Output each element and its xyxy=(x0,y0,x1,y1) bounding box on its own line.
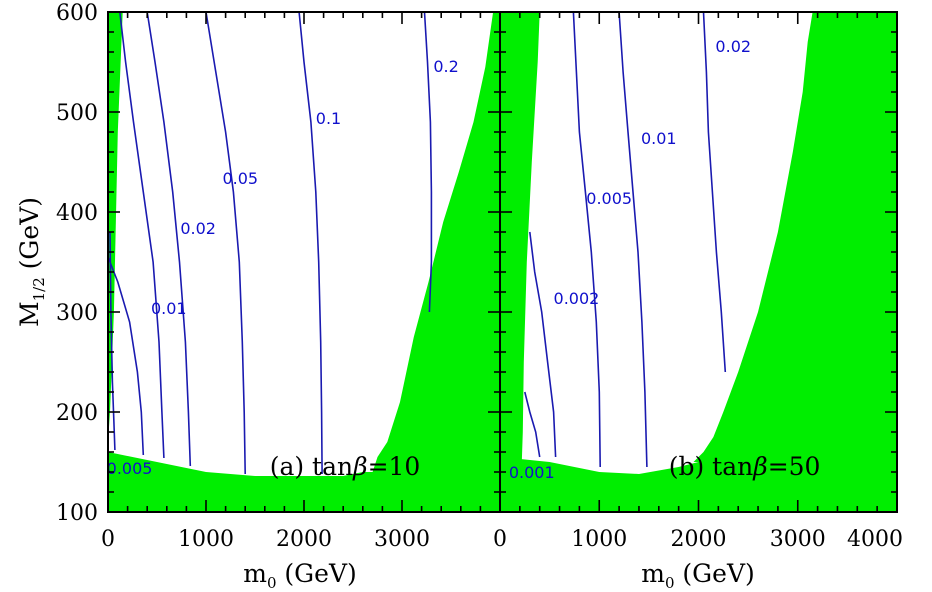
y-tick-label: 100 xyxy=(56,501,98,526)
panel-b: 0.001 0.002 0.005 0.01 0.02 (b) tanβ=50 xyxy=(499,11,898,513)
excluded-region-high-m0-wedge xyxy=(372,12,500,472)
contour-label-0.001: 0.001 xyxy=(509,463,555,482)
y-tick-label: 300 xyxy=(56,301,98,326)
excluded-region-bottom-band xyxy=(108,452,500,512)
y-tick-label: 400 xyxy=(56,201,98,226)
x-tick-labels-a: 0 1000 2000 3000 xyxy=(101,527,430,552)
x-tick-label: 2000 xyxy=(671,527,727,552)
contour-line-0.01 xyxy=(618,12,648,468)
panel-b-label: (b) tanβ=50 xyxy=(669,452,821,481)
contour-line-0.01 xyxy=(108,256,145,456)
x-tick-label: 1000 xyxy=(178,527,234,552)
x-tick-label: 0 xyxy=(493,527,507,552)
panel-a-label: (a) tanβ=10 xyxy=(270,452,421,481)
contour-line-0.02 xyxy=(702,12,727,373)
y-axis-title: M1/2 (GeV) xyxy=(15,197,48,327)
contour-line-0.005 xyxy=(109,231,116,451)
contour-label-0.01: 0.01 xyxy=(151,299,187,318)
contour-label-0.1: 0.1 xyxy=(316,109,341,128)
contour-line-0.02 xyxy=(119,12,165,459)
contour-line-0.005 xyxy=(572,12,601,468)
contour-label-0.05: 0.05 xyxy=(222,169,258,188)
panel-b-frame xyxy=(499,11,898,513)
contour-label-0.002: 0.002 xyxy=(554,289,600,308)
x-axis-title-a: m0 (GeV) xyxy=(243,559,357,592)
contour-line-0.1 xyxy=(205,12,246,475)
contour-label-0.01: 0.01 xyxy=(641,129,677,148)
excluded-region-bottom-band xyxy=(500,457,897,512)
contour-line-0.2 xyxy=(298,12,323,475)
x-tick-labels-b: 0 1000 2000 3000 4000 xyxy=(493,527,903,552)
contour-label-0.02: 0.02 xyxy=(715,37,751,56)
y-tick-label: 600 xyxy=(56,1,98,26)
contour-label-0.2: 0.2 xyxy=(433,57,458,76)
y-tick-label: 500 xyxy=(56,101,98,126)
contour-label-0.005: 0.005 xyxy=(107,459,153,478)
contour-line-0.002 xyxy=(529,231,557,458)
x-tick-label: 2000 xyxy=(276,527,332,552)
x-tick-label: 1000 xyxy=(571,527,627,552)
contour-line-0.05 xyxy=(146,12,192,467)
contour-line-0.5 xyxy=(423,12,433,313)
x-tick-label: 4000 xyxy=(847,527,903,552)
contour-line-0.001 xyxy=(524,391,541,458)
y-tick-labels: 100 200 300 400 500 600 xyxy=(56,1,98,526)
x-tick-label: 3000 xyxy=(374,527,430,552)
excluded-region-high-m0-wedge xyxy=(693,12,897,462)
y-tick-label: 200 xyxy=(56,401,98,426)
x-tick-label: 0 xyxy=(101,527,115,552)
x-tick-label: 3000 xyxy=(770,527,826,552)
contour-label-0.005: 0.005 xyxy=(586,189,632,208)
excluded-region-low-m0-strip xyxy=(500,12,540,462)
x-axis-title-b: m0 (GeV) xyxy=(641,559,755,592)
excluded-region-low-m0-strip xyxy=(108,12,123,442)
panel-a: 0.005 0.01 0.02 0.05 0.1 0.2 (a) tanβ=10 xyxy=(107,11,501,513)
contour-label-0.02: 0.02 xyxy=(180,219,216,238)
